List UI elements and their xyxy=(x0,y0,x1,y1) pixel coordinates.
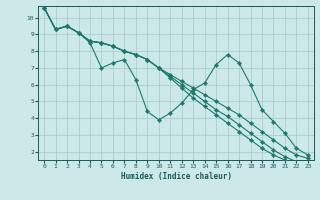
X-axis label: Humidex (Indice chaleur): Humidex (Indice chaleur) xyxy=(121,172,231,181)
